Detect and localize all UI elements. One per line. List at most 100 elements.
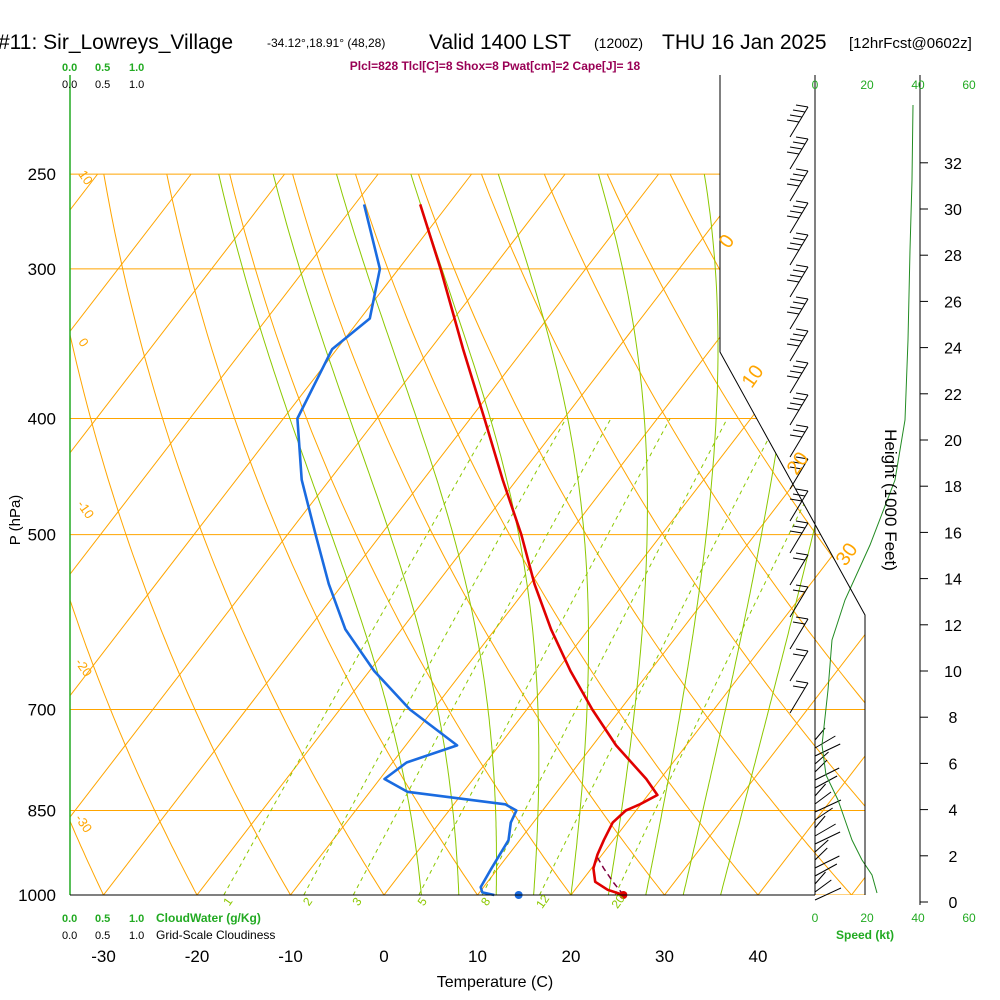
wind-barb-flag bbox=[792, 333, 806, 337]
wind-barb-lower bbox=[814, 823, 836, 837]
cloud-water-tick-bottom-1: 0.5 bbox=[95, 913, 110, 925]
dry-adiabat bbox=[103, 174, 385, 895]
wind-barb-flag bbox=[789, 370, 803, 374]
speed-tick-top-1: 20 bbox=[860, 78, 874, 92]
wind-barb-lower bbox=[814, 879, 832, 893]
utc-time: (1200Z) bbox=[594, 35, 643, 51]
wind-barb-flag bbox=[795, 168, 809, 172]
wind-barb-lower bbox=[814, 831, 841, 845]
moist-adiabat bbox=[336, 173, 497, 895]
temperature-tick--30: -30 bbox=[91, 947, 116, 966]
pressure-tick-1000: 1000 bbox=[18, 886, 56, 905]
pressure-tick-700: 700 bbox=[28, 701, 56, 720]
temperature-tick-10: 10 bbox=[468, 947, 487, 966]
wind-barb-flag bbox=[786, 183, 800, 187]
mixing-ratio-line bbox=[303, 418, 567, 895]
wind-barb-flag bbox=[786, 407, 800, 411]
mixing-ratio-line bbox=[223, 418, 494, 895]
grid-lines bbox=[0, 173, 865, 895]
wind-barb-flag bbox=[792, 205, 806, 209]
dewpoint-profile bbox=[296, 204, 518, 897]
wind-barb-flag bbox=[789, 178, 803, 182]
height-tick-6: 6 bbox=[949, 756, 958, 773]
dry-adiabat bbox=[70, 174, 104, 895]
y-axis-label: P (hPa) bbox=[7, 495, 24, 546]
wind-barb-flag bbox=[786, 151, 800, 155]
wind-barb-flag bbox=[792, 461, 806, 465]
speed-tick-bottom-1: 20 bbox=[860, 911, 874, 925]
temperature-tick-20: 20 bbox=[562, 947, 581, 966]
wind-barb-flag bbox=[792, 237, 806, 241]
dry-adiabat bbox=[166, 173, 478, 895]
speed-tick-top-3: 60 bbox=[962, 78, 976, 92]
wind-barb-lower bbox=[814, 887, 842, 901]
wind-barb-flag bbox=[789, 434, 803, 438]
speed-label: Speed (kt) bbox=[836, 928, 894, 942]
wind-barb-flag bbox=[789, 306, 803, 310]
wind-barb-lower bbox=[814, 767, 840, 781]
isotherm--20 bbox=[196, 173, 753, 895]
mixing-ratio-label: 1 bbox=[220, 895, 235, 909]
wind-barb-flag bbox=[795, 616, 809, 620]
wind-barb-flag bbox=[792, 141, 806, 145]
moist-adiabat bbox=[410, 173, 540, 895]
pressure-tick-400: 400 bbox=[28, 410, 56, 429]
wind-barb-flag bbox=[789, 498, 803, 502]
wind-barb-lower bbox=[814, 855, 840, 869]
moist-adiabat bbox=[645, 174, 719, 895]
profile-lines bbox=[296, 104, 914, 899]
speed-tick-bottom-0: 0 bbox=[812, 911, 819, 925]
isotherm--70 bbox=[70, 173, 285, 895]
dry-adiabat bbox=[480, 173, 865, 895]
wind-barb-flag bbox=[795, 360, 809, 364]
wind-barb-flag bbox=[795, 392, 809, 396]
cloud-water-tick-bottom-2: 1.0 bbox=[129, 913, 144, 925]
mixing-ratio-line bbox=[614, 418, 847, 895]
isotherm-label-right: 30 bbox=[832, 539, 863, 570]
cloud-water-label: CloudWater (g/Kg) bbox=[156, 911, 261, 925]
cloudiness-tick-top-0: 0.0 bbox=[62, 79, 77, 91]
wind-barb-flag bbox=[792, 589, 806, 593]
wind-barb-flag bbox=[789, 114, 803, 118]
height-tick-8: 8 bbox=[949, 710, 958, 727]
wind-barb-flag bbox=[795, 296, 809, 300]
pressure-tick-250: 250 bbox=[28, 165, 56, 184]
parcel-path bbox=[595, 854, 624, 896]
wind-barb-flag bbox=[792, 109, 806, 113]
wind-barb-lower bbox=[814, 871, 826, 885]
dry-adiabat bbox=[355, 173, 759, 895]
isotherm-label-left: 10 bbox=[75, 167, 96, 187]
mixing-ratio-label: 5 bbox=[415, 895, 430, 909]
mixing-ratio-line bbox=[352, 418, 612, 895]
wind-barb-flag bbox=[786, 311, 800, 315]
isotherm--60 bbox=[70, 173, 379, 895]
wind-barb-flag bbox=[795, 488, 809, 492]
pressure-tick-500: 500 bbox=[28, 526, 56, 545]
wind-barb-lower bbox=[814, 791, 832, 805]
cloud-water-tick-bottom-0: 0.0 bbox=[62, 913, 77, 925]
isotherm--40 bbox=[70, 173, 566, 895]
wind-barb-lower bbox=[814, 839, 829, 853]
isotherm-30 bbox=[664, 173, 865, 895]
isotherm--50 bbox=[70, 173, 472, 895]
wind-barb-flag bbox=[789, 210, 803, 214]
isotherm--100 bbox=[0, 174, 4, 895]
tick-labels: 1 2 3 5 8 12 20100-10-20-300102030250300400500… bbox=[18, 165, 862, 966]
wind-barb-flag bbox=[795, 456, 809, 460]
moist-adiabat bbox=[598, 173, 648, 895]
speed-tick-top-2: 40 bbox=[911, 78, 925, 92]
wind-barb-flag bbox=[792, 269, 806, 273]
cloudiness-tick-bottom-2: 1.0 bbox=[129, 930, 144, 942]
wind-barb-lower bbox=[814, 799, 842, 813]
isotherm-label-left: -10 bbox=[74, 497, 97, 521]
wind-barb-flag bbox=[789, 146, 803, 150]
wind-barb-flag bbox=[795, 552, 809, 556]
moist-adiabat bbox=[272, 173, 460, 895]
wind-barb-flag bbox=[792, 525, 806, 529]
wind-barb-flag bbox=[789, 402, 803, 406]
wind-barb-flag bbox=[786, 215, 800, 219]
speed-tick-bottom-3: 60 bbox=[962, 911, 976, 925]
temperature-tick--10: -10 bbox=[278, 947, 303, 966]
height-tick-2: 2 bbox=[949, 849, 958, 866]
